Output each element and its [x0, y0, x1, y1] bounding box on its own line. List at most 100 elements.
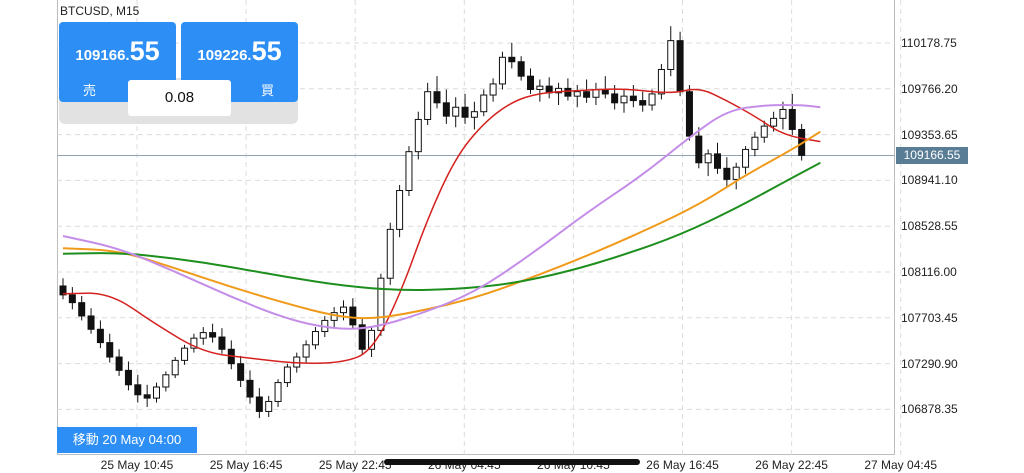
- x-tick-label: 25 May 16:45: [209, 458, 283, 472]
- candle: [620, 89, 628, 113]
- y-tick-label: 109766.20: [901, 81, 958, 96]
- candle: [685, 85, 693, 141]
- candle: [648, 89, 656, 111]
- candle: [274, 379, 282, 407]
- y-tick-label: 107290.90: [901, 356, 958, 371]
- candle: [527, 68, 534, 94]
- candle: [498, 51, 506, 90]
- moving-average-line: [62, 104, 821, 330]
- candle: [124, 361, 132, 391]
- symbol-label: BTCUSD, M15: [60, 4, 140, 18]
- candle: [760, 120, 768, 143]
- candle: [517, 56, 525, 81]
- candle: [629, 85, 637, 108]
- moving-average-line: [62, 88, 821, 364]
- x-tick-label: 25 May 10:45: [100, 458, 174, 472]
- chart-grid: [57, 0, 902, 455]
- candle: [667, 26, 675, 77]
- candle: [171, 357, 179, 379]
- candle: [302, 340, 310, 363]
- candle: [396, 184, 404, 238]
- candle: [199, 327, 207, 345]
- buy-price: 109226.55: [197, 36, 282, 66]
- candle: [452, 97, 460, 128]
- candle: [283, 363, 291, 388]
- candle: [87, 308, 95, 334]
- candle: [386, 222, 394, 285]
- candle: [246, 370, 254, 404]
- candle: [68, 287, 76, 310]
- buy-label: 買: [260, 83, 274, 98]
- current-price-tag: 109166.55: [896, 147, 968, 164]
- candle: [751, 131, 759, 157]
- y-tick-label: 108941.10: [901, 173, 958, 188]
- candle: [59, 278, 67, 300]
- x-tick-label: 26 May 22:45: [755, 458, 828, 472]
- sell-label: 売: [83, 83, 97, 98]
- candle: [676, 31, 684, 97]
- candle: [657, 63, 665, 100]
- x-tick-label: 25 May 22:45: [318, 458, 392, 472]
- candle: [311, 327, 319, 350]
- candle: [470, 101, 478, 130]
- candle: [424, 82, 432, 126]
- candle: [330, 307, 338, 328]
- y-tick-label: 106878.35: [901, 402, 958, 417]
- candle: [377, 273, 385, 336]
- chart-area[interactable]: [57, 0, 895, 455]
- candle: [573, 85, 581, 108]
- candle: [592, 82, 600, 106]
- candle: [349, 298, 357, 330]
- candle: [106, 333, 114, 363]
- candle: [218, 328, 226, 354]
- candle: [414, 111, 422, 160]
- candle: [695, 127, 703, 169]
- candle: [134, 374, 142, 403]
- candle: [536, 79, 544, 102]
- candle: [181, 344, 189, 365]
- candle: [723, 157, 731, 188]
- candles: [59, 26, 806, 419]
- candle: [601, 76, 609, 99]
- candle: [583, 79, 591, 103]
- candle: [742, 146, 750, 174]
- candle: [96, 320, 104, 349]
- x-tick-label: 26 May 16:45: [646, 458, 719, 472]
- candle: [358, 318, 366, 354]
- candle: [209, 323, 217, 343]
- candle: [732, 162, 740, 190]
- candle: [545, 77, 553, 99]
- candle: [115, 349, 123, 376]
- candle: [788, 93, 796, 136]
- candle: [639, 91, 647, 112]
- candle: [461, 93, 469, 124]
- candle: [508, 42, 516, 69]
- candle: [153, 382, 160, 403]
- candle: [255, 388, 263, 419]
- sell-price: 109166.55: [75, 36, 160, 66]
- candle: [190, 333, 198, 353]
- candle: [779, 101, 787, 130]
- y-tick-label: 110178.75: [901, 36, 957, 50]
- y-tick-label: 107703.45: [901, 310, 958, 325]
- candle: [237, 355, 245, 388]
- candle: [227, 340, 235, 370]
- candle: [368, 327, 376, 358]
- candle: [162, 371, 170, 392]
- candle: [143, 384, 151, 407]
- candle: [442, 89, 450, 124]
- candle: [433, 76, 441, 109]
- candle: [564, 78, 572, 101]
- home-indicator[interactable]: [384, 459, 640, 465]
- y-tick-label: 109353.65: [901, 127, 958, 142]
- move-to-date-badge[interactable]: 移動 20 May 04:00: [57, 427, 197, 453]
- y-tick-label: 108528.55: [901, 219, 958, 234]
- moving-averages: [62, 88, 821, 364]
- y-tick-label: 108116.00: [901, 265, 957, 279]
- moving-average-line: [62, 161, 821, 291]
- candle: [265, 395, 273, 417]
- spread-display[interactable]: 0.08: [128, 80, 231, 116]
- candle: [714, 142, 721, 174]
- x-tick-label: 27 May 04:45: [864, 458, 938, 472]
